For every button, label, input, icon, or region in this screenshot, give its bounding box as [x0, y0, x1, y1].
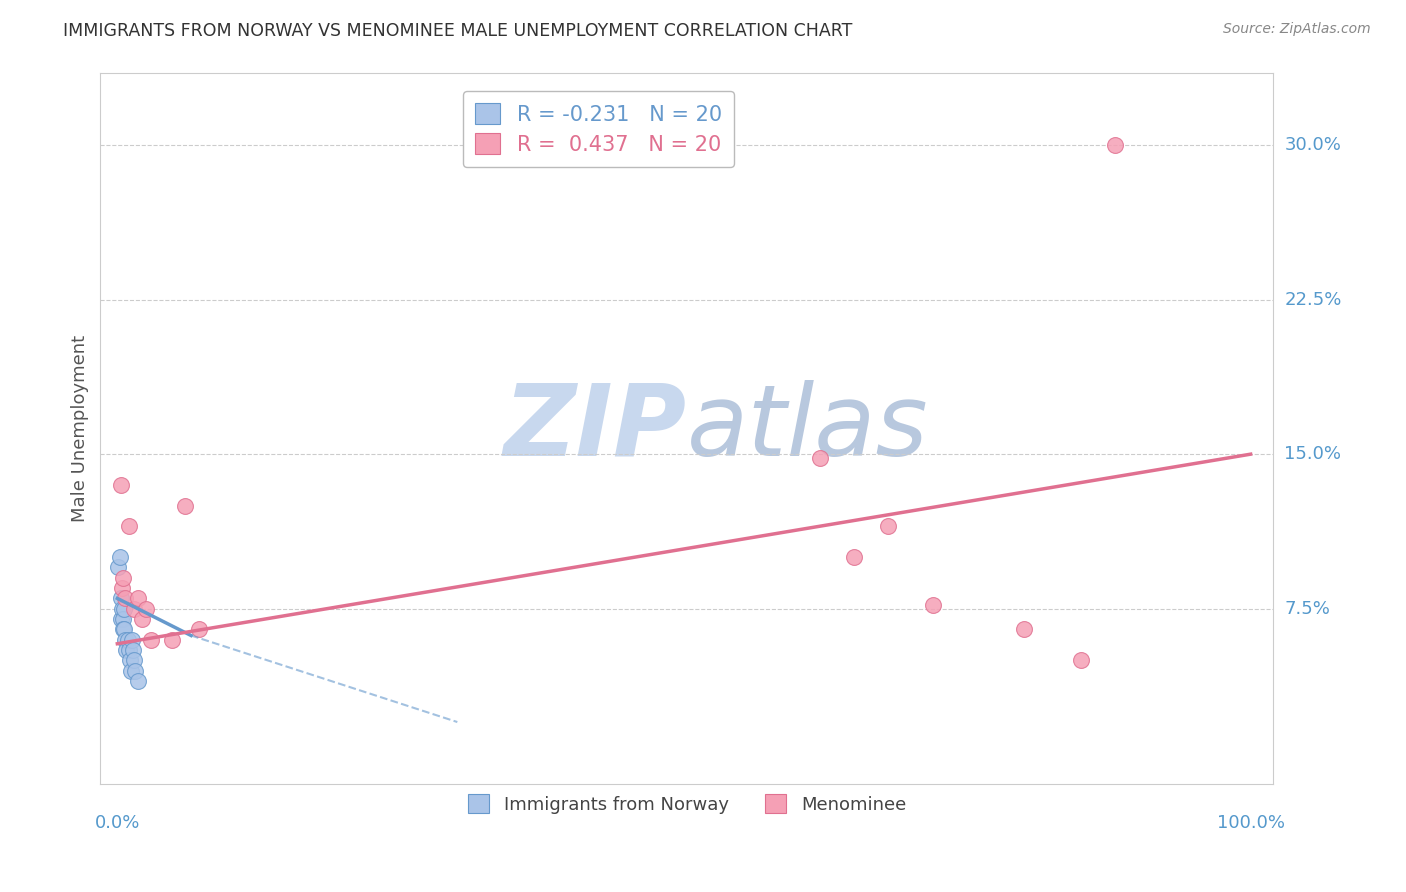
Point [160, 632, 183, 647]
Point [110, 591, 132, 606]
Text: 7.5%: 7.5% [1285, 599, 1330, 617]
Text: 100.0%: 100.0% [1216, 814, 1285, 832]
Point [110, 612, 132, 626]
Legend: Immigrants from Norway, Menominee: Immigrants from Norway, Menominee [460, 788, 914, 821]
Point [114, 591, 136, 606]
Point [122, 643, 145, 657]
Point [121, 632, 143, 647]
Point [922, 598, 945, 612]
Point [187, 623, 209, 637]
Point [127, 673, 149, 688]
Text: Source: ZipAtlas.com: Source: ZipAtlas.com [1223, 22, 1371, 37]
Text: 0.0%: 0.0% [94, 814, 141, 832]
Point [808, 451, 831, 466]
Point [135, 601, 157, 615]
Text: ZIP: ZIP [503, 380, 686, 477]
Text: 30.0%: 30.0% [1285, 136, 1341, 154]
Point [1012, 623, 1035, 637]
Point [174, 499, 197, 513]
Point [1104, 138, 1126, 153]
Point [141, 632, 163, 647]
Point [115, 643, 138, 657]
Point [131, 612, 153, 626]
Point [118, 653, 141, 667]
Point [118, 643, 141, 657]
Point [1070, 653, 1092, 667]
Text: IMMIGRANTS FROM NORWAY VS MENOMINEE MALE UNEMPLOYMENT CORRELATION CHART: IMMIGRANTS FROM NORWAY VS MENOMINEE MALE… [63, 22, 852, 40]
Point [111, 612, 134, 626]
Text: atlas: atlas [686, 380, 928, 477]
Y-axis label: Male Unemployment: Male Unemployment [72, 334, 89, 522]
Point [110, 478, 132, 492]
Point [111, 623, 134, 637]
Point [112, 601, 135, 615]
Point [107, 560, 129, 574]
Point [120, 664, 142, 678]
Point [124, 653, 146, 667]
Point [111, 571, 134, 585]
Point [111, 601, 134, 615]
Point [842, 550, 865, 565]
Point [877, 519, 900, 533]
Point [124, 664, 146, 678]
Point [117, 632, 139, 647]
Point [112, 623, 135, 637]
Point [111, 581, 134, 595]
Point [108, 550, 131, 565]
Text: 15.0%: 15.0% [1285, 445, 1341, 463]
Point [127, 591, 149, 606]
Point [124, 601, 146, 615]
Text: 22.5%: 22.5% [1285, 291, 1341, 309]
Point [118, 519, 141, 533]
Point [114, 632, 136, 647]
